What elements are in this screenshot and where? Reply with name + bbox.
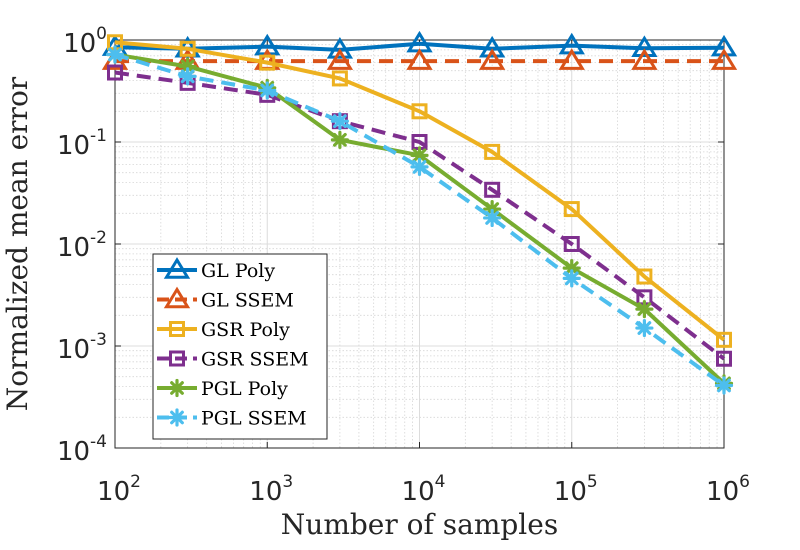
legend-label: GSR Poly [201,319,290,341]
series-gsr-poly-point [411,103,428,120]
series-gl-ssem-point [406,48,433,70]
legend-label: GL Poly [201,260,275,282]
y-tick-label: 10-2 [57,228,107,263]
legend-swatch-marker [167,408,187,427]
series-gl-poly-point [710,34,738,57]
series-pgl-poly-point [178,57,197,76]
series-gl-poly-point [478,35,506,58]
legend-item: GSR Poly [157,319,290,341]
x-tick-label: 102 [97,472,141,507]
series-gsr-poly-line [114,40,726,342]
series-pgl-ssem-point [562,269,581,288]
series-gl-ssem-point [478,48,506,70]
legend-label: PGL SSEM [201,408,307,430]
series-pgl-ssem-point [258,81,277,100]
series-gsr-poly [107,34,732,348]
series-gsr-poly-point [636,268,653,285]
series-gsr-poly-point [259,54,276,71]
series-gsr-poly-point [716,331,732,348]
series-pgl-ssem-line [114,52,726,388]
legend-swatch-marker [169,321,185,337]
legend-label: PGL Poly [201,378,288,400]
series-pgl-ssem-point [330,112,349,131]
legend-item: PGL SSEM [157,408,307,430]
legend-label: GL SSEM [201,290,294,312]
series-gsr-poly-point [484,143,501,160]
legend-swatch-marker [167,378,187,398]
series-pgl-poly-point [330,130,349,149]
x-tick-label: 104 [402,472,446,507]
y-tick-label: 10-1 [57,126,107,161]
series-gl-poly-point [326,37,354,59]
series-layer [101,30,738,395]
series-gsr-ssem-point [716,350,732,367]
y-tick-label: 10-4 [57,432,107,467]
series-gsr-ssem-point [107,64,123,81]
legend-label: GSR SSEM [201,349,309,371]
tick-labels: 102 103 104 105 106 100 10-1 10-2 10-3 10-4 [57,24,750,507]
series-pgl-ssem-point [483,208,502,228]
series-gl-ssem-point [631,48,658,70]
legend: GL Poly GL SSEM GSR Poly GSR SSEM PGL Poly PG… [152,253,328,440]
series-gl-ssem-point [558,48,585,70]
y-tick-label: 10-3 [57,330,107,365]
series-gl-poly-point [631,35,658,57]
series-gl-ssem-point [710,48,738,70]
series-gl-ssem-point [326,48,354,70]
legend-item: GL SSEM [157,286,294,312]
legend-swatch-marker [169,350,185,367]
series-gsr-ssem-point [563,236,580,252]
legend-box [152,253,328,440]
series-gsr-poly-point [179,40,196,57]
x-tick-label: 103 [249,472,293,507]
series-pgl-ssem-point [714,376,734,395]
x-tick-label: 106 [706,472,750,507]
y-tick-label: 100 [63,24,107,59]
series-pgl-ssem-point [635,318,654,338]
series-gl-poly-line [114,41,725,52]
series-pgl-poly-point [635,300,654,319]
x-axis-label: Number of samples [281,508,558,541]
y-axis-label: Normalized mean error [1,76,34,411]
series-pgl-ssem-point [410,157,429,177]
series-gsr-ssem-point [484,181,501,198]
legend-swatch-marker [163,286,191,309]
series-pgl-ssem-point [178,67,197,86]
series-gsr-poly-point [563,201,580,218]
series-gsr-poly-point [331,70,348,87]
legend-swatch-marker [163,257,191,279]
series-pgl-ssem [105,45,734,395]
legend-item: PGL Poly [157,378,288,400]
x-tick-label: 105 [554,472,598,507]
legend-item: GSR SSEM [157,349,309,371]
legend-item: GL Poly [157,257,275,282]
series-gsr-ssem-line [114,70,726,361]
series-pgl-ssem-point [105,45,125,64]
